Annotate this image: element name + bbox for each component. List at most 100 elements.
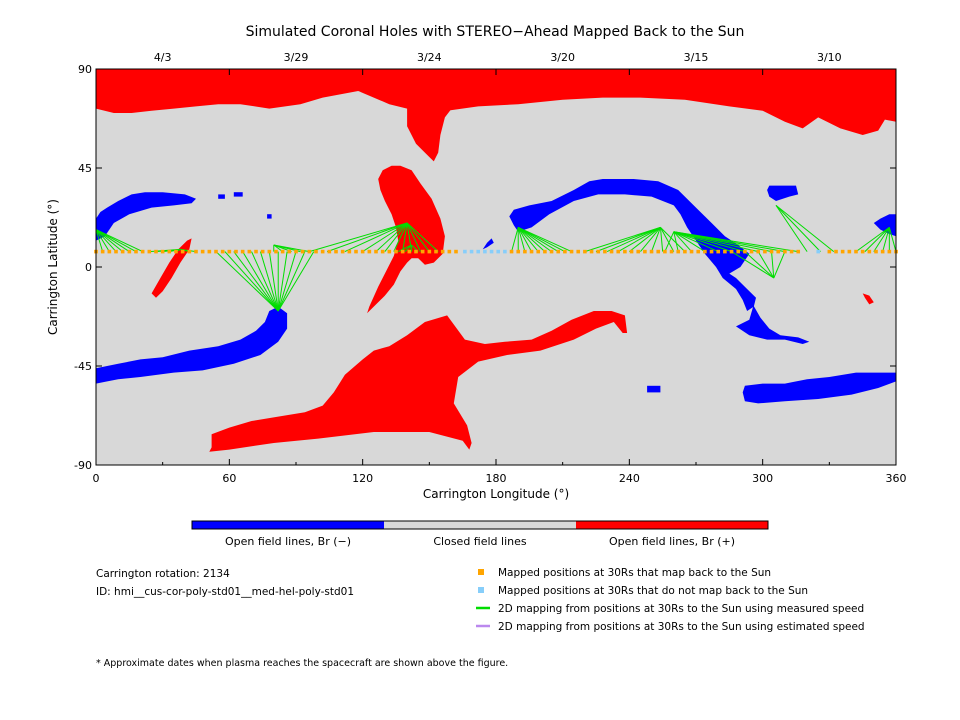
mapped-point-101 <box>840 249 845 254</box>
mapped-point-38 <box>347 249 352 254</box>
mapped-point-21 <box>234 249 238 254</box>
mapping-line-9-3 <box>771 251 775 279</box>
mapping-line-8-10 <box>673 231 799 253</box>
mapped-point-29 <box>287 249 292 254</box>
mapped-point-1 <box>100 249 105 254</box>
colorbar-segment-1 <box>384 521 576 529</box>
negative-hole-8 <box>509 179 756 311</box>
y-tick-label-4: 90 <box>78 63 92 76</box>
x-axis-ticks: 0 60 120 180 240 300 360 <box>93 69 907 485</box>
mapped-point-74 <box>636 249 641 254</box>
mapped-point-59 <box>536 249 541 254</box>
negative-hole-7 <box>96 306 288 384</box>
mapped-point-7 <box>140 249 145 254</box>
mapped-point-28 <box>280 249 285 254</box>
mapped-point-75 <box>643 249 647 254</box>
mapping-line-6-9 <box>518 226 572 253</box>
negative-hole-15 <box>218 194 225 199</box>
top-date-labels: 4/3 3/29 3/24 3/20 3/15 3/10 <box>154 51 842 64</box>
mapping-line-2-6 <box>268 251 279 312</box>
colorbar: Open field lines, Br (−) Closed field lin… <box>191 520 769 548</box>
legend-marker-1 <box>478 587 484 593</box>
mapped-point-36 <box>334 249 338 254</box>
mapping-line-9-0 <box>731 251 775 279</box>
mapped-point-37 <box>340 249 345 254</box>
mapping-line-4-11 <box>406 222 439 252</box>
mapping-line-2-11 <box>277 251 315 312</box>
mapping-line-4-8 <box>406 222 413 252</box>
mapped-point-95 <box>776 249 781 254</box>
mapping-line-4-5 <box>384 222 408 252</box>
negative-hole-14 <box>233 192 243 197</box>
mapped-point-17 <box>207 249 212 254</box>
mapped-point-78 <box>663 249 667 254</box>
mapped-point-8 <box>147 249 152 254</box>
date-label-0: 4/3 <box>154 51 172 64</box>
chart-title: Simulated Coronal Holes with STEREO−Ahea… <box>246 24 745 40</box>
mapping-line-2-0 <box>215 251 279 312</box>
mapped-point-70 <box>609 249 614 254</box>
mapped-point-26 <box>267 249 272 254</box>
mapping-line-6-2 <box>517 227 526 252</box>
mapped-point-84 <box>703 249 707 254</box>
colorbar-segment-2 <box>576 521 768 529</box>
legend-label-0: Mapped positions at 30Rs that map back t… <box>498 567 771 579</box>
unmapped-point-2 <box>476 249 481 254</box>
mapped-point-55 <box>509 249 514 254</box>
mapping-line-0-2 <box>95 229 110 252</box>
mapping-line-7-8 <box>660 227 675 252</box>
x-tick-label-5: 300 <box>752 472 773 485</box>
mapping-line-7-0 <box>584 226 661 253</box>
y-tick-label-3: 45 <box>78 162 92 175</box>
colorbar-label-0: Open field lines, Br (−) <box>225 535 351 548</box>
mapped-point-45 <box>394 249 398 254</box>
mapping-line-8-0 <box>664 231 675 252</box>
x-tick-label-3: 180 <box>486 472 507 485</box>
unmapped-point-0 <box>463 249 467 254</box>
x-tick-label-4: 240 <box>619 472 640 485</box>
mapped-point-87 <box>723 249 727 254</box>
mapping-line-2-2 <box>233 251 279 312</box>
mapping-line-7-6 <box>651 227 661 252</box>
mapping-line-5-0 <box>398 244 412 253</box>
mapped-points <box>94 249 898 254</box>
mapped-point-72 <box>623 249 627 254</box>
mapped-point-68 <box>596 249 601 254</box>
mapping-line-0-1 <box>95 229 104 252</box>
mapping-line-2-5 <box>259 251 279 312</box>
mapped-point-108 <box>887 249 892 254</box>
mapping-line-8-5 <box>673 231 732 253</box>
mapped-point-43 <box>380 249 385 254</box>
legend-label-3: 2D mapping from positions at 30Rs to the… <box>498 621 865 633</box>
mapped-point-35 <box>327 249 332 254</box>
mapped-point-50 <box>427 249 432 254</box>
mapped-point-86 <box>716 249 721 254</box>
mapped-point-79 <box>669 249 674 254</box>
mapped-point-88 <box>729 249 734 254</box>
mapped-point-34 <box>320 249 325 254</box>
unmapped-point-7 <box>816 249 821 254</box>
mapping-line-2-9 <box>277 251 297 312</box>
mapped-point-51 <box>434 249 438 254</box>
mapped-point-100 <box>834 249 838 254</box>
mapping-line-8-4 <box>673 231 719 253</box>
mapped-point-105 <box>867 249 872 254</box>
mapped-point-27 <box>274 249 278 254</box>
mapped-point-40 <box>360 249 365 254</box>
mapping-line-7-9 <box>660 227 686 252</box>
mapped-point-65 <box>576 249 581 254</box>
mapping-lines <box>95 205 897 312</box>
mapped-point-104 <box>860 249 865 254</box>
mapped-point-102 <box>847 249 852 254</box>
y-tick-label-0: -90 <box>74 459 92 472</box>
mapped-point-48 <box>414 249 418 254</box>
mapped-point-10 <box>160 249 165 254</box>
mapping-line-0-3 <box>95 229 117 252</box>
unmapped-point-4 <box>489 249 494 254</box>
mapping-line-11-0 <box>855 226 890 253</box>
mapping-line-2-4 <box>251 251 279 312</box>
negative-hole-17 <box>647 385 661 393</box>
mapped-point-89 <box>736 249 741 254</box>
positive-hole-0 <box>96 69 896 135</box>
date-label-3: 3/20 <box>550 51 575 64</box>
